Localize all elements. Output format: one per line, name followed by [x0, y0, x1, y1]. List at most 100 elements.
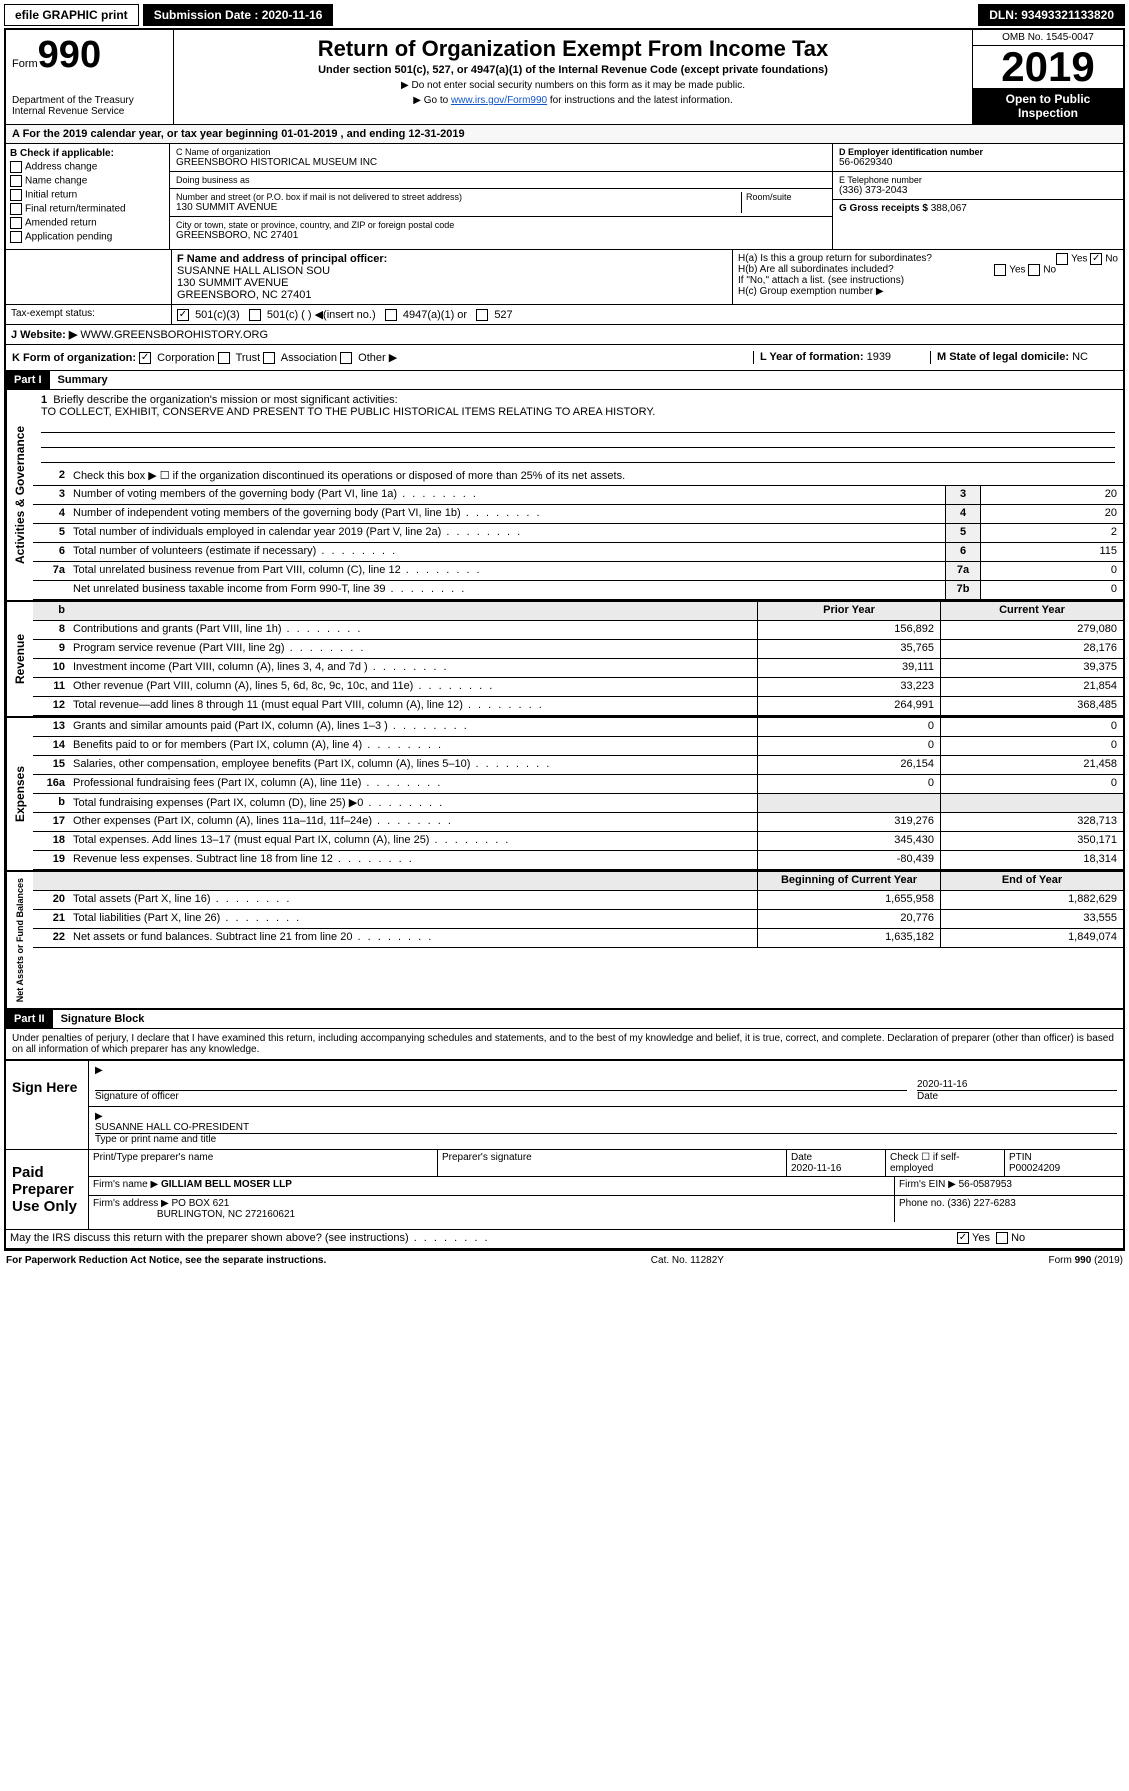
city-label: City or town, state or province, country…	[176, 220, 454, 230]
line-desc: Total expenses. Add lines 13–17 (must eq…	[69, 832, 757, 850]
prior-value: 264,991	[757, 697, 940, 715]
sign-here: Sign Here	[6, 1061, 89, 1149]
tax-status-label: Tax-exempt status:	[6, 305, 172, 324]
prior-value: 39,111	[757, 659, 940, 677]
gross-receipts: G Gross receipts $ 388,067	[839, 203, 967, 214]
current-value: 368,485	[940, 697, 1123, 715]
current-value: 350,171	[940, 832, 1123, 850]
footer-notice: For Paperwork Reduction Act Notice, see …	[6, 1255, 326, 1266]
line-value: 0	[980, 562, 1123, 580]
current-value: 39,375	[940, 659, 1123, 677]
line-desc: Net assets or fund balances. Subtract li…	[69, 929, 757, 947]
current-value: 28,176	[940, 640, 1123, 658]
h-note: If "No," attach a list. (see instruction…	[738, 275, 1118, 286]
side-revenue: Revenue	[6, 602, 33, 716]
checkbox-option[interactable]: Initial return	[10, 189, 165, 201]
pp-h4: Check ☐ if self-employed	[886, 1150, 1005, 1176]
street: 130 SUMMIT AVENUE	[176, 202, 741, 213]
prior-value: -80,439	[757, 851, 940, 869]
col-prior: Prior Year	[757, 602, 940, 620]
tax-period: A For the 2019 calendar year, or tax yea…	[6, 125, 1123, 144]
sig-officer-label: Signature of officer	[95, 1091, 179, 1102]
prior-value: 156,892	[757, 621, 940, 639]
officer-label: F Name and address of principal officer:	[177, 253, 727, 265]
sig-date: 2020-11-16	[917, 1079, 1117, 1090]
current-value: 33,555	[940, 910, 1123, 928]
checkbox-option[interactable]: Final return/terminated	[10, 203, 165, 215]
side-net: Net Assets or Fund Balances	[6, 872, 33, 1008]
department: Department of the Treasury Internal Reve…	[12, 95, 167, 117]
h-a: H(a) Is this a group return for subordin…	[738, 253, 1118, 264]
pp-h2: Preparer's signature	[438, 1150, 787, 1176]
instr-2: ▶ Go to www.irs.gov/Form990 for instruct…	[182, 95, 964, 106]
line-desc: Professional fundraising fees (Part IX, …	[69, 775, 757, 793]
website-label: J Website: ▶	[11, 329, 77, 341]
line-desc: Other expenses (Part IX, column (A), lin…	[69, 813, 757, 831]
q2: Check this box ▶ ☐ if the organization d…	[69, 467, 1123, 485]
date-label: Date	[917, 1090, 1117, 1102]
line-desc: Other revenue (Part VIII, column (A), li…	[69, 678, 757, 696]
line-desc: Total assets (Part X, line 16)	[69, 891, 757, 909]
checkbox-option[interactable]: Address change	[10, 161, 165, 173]
part-1-title: Summary	[50, 374, 108, 386]
form-number: Form990	[12, 34, 167, 77]
prior-value: 1,655,958	[757, 891, 940, 909]
page-title: Return of Organization Exempt From Incom…	[182, 36, 964, 62]
line-value: 20	[980, 486, 1123, 504]
officer-addr2: GREENSBORO, NC 27401	[177, 289, 727, 301]
prior-value: 26,154	[757, 756, 940, 774]
prior-value	[757, 794, 940, 812]
checkbox-option[interactable]: Name change	[10, 175, 165, 187]
current-value: 21,854	[940, 678, 1123, 696]
footer-cat: Cat. No. 11282Y	[651, 1255, 724, 1266]
h-c: H(c) Group exemption number ▶	[738, 286, 1118, 297]
col-begin: Beginning of Current Year	[757, 872, 940, 890]
mission-text: TO COLLECT, EXHIBIT, CONSERVE AND PRESEN…	[41, 406, 655, 418]
checkbox-option[interactable]: Amended return	[10, 217, 165, 229]
current-value	[940, 794, 1123, 812]
box-b-label: B Check if applicable:	[10, 148, 165, 159]
line-value: 0	[980, 581, 1123, 599]
year-formation: L Year of formation: 1939	[753, 351, 930, 364]
pp-h1: Print/Type preparer's name	[89, 1150, 438, 1176]
current-value: 0	[940, 718, 1123, 736]
prior-value: 345,430	[757, 832, 940, 850]
irs-link[interactable]: www.irs.gov/Form990	[451, 95, 547, 106]
line-desc: Total fundraising expenses (Part IX, col…	[69, 794, 757, 812]
q1: Briefly describe the organization's miss…	[53, 394, 397, 406]
line-desc: Total revenue—add lines 8 through 11 (mu…	[69, 697, 757, 715]
line-desc: Total unrelated business revenue from Pa…	[69, 562, 945, 580]
efile-button[interactable]: efile GRAPHIC print	[4, 4, 139, 26]
line-desc: Salaries, other compensation, employee b…	[69, 756, 757, 774]
checkbox-option[interactable]: Application pending	[10, 231, 165, 243]
officer-addr1: 130 SUMMIT AVENUE	[177, 277, 727, 289]
current-value: 328,713	[940, 813, 1123, 831]
instr-1: ▶ Do not enter social security numbers o…	[182, 80, 964, 91]
tax-status-opts: 501(c)(3) 501(c) ( ) ◀(insert no.) 4947(…	[172, 305, 1123, 324]
line-desc: Benefits paid to or for members (Part IX…	[69, 737, 757, 755]
tax-year: 2019	[973, 46, 1123, 88]
current-value: 0	[940, 775, 1123, 793]
discuss-q: May the IRS discuss this return with the…	[6, 1230, 951, 1248]
dln: DLN: 93493321133820	[978, 4, 1125, 26]
prior-value: 35,765	[757, 640, 940, 658]
state-domicile: M State of legal domicile: NC	[930, 351, 1117, 364]
line-desc: Number of voting members of the governin…	[69, 486, 945, 504]
submission-date: Submission Date : 2020-11-16	[143, 4, 334, 26]
declaration: Under penalties of perjury, I declare th…	[6, 1029, 1123, 1060]
line-desc: Investment income (Part VIII, column (A)…	[69, 659, 757, 677]
line-desc: Grants and similar amounts paid (Part IX…	[69, 718, 757, 736]
phone-label: E Telephone number	[839, 175, 922, 185]
part-2-header: Part II	[6, 1010, 53, 1028]
current-value: 0	[940, 737, 1123, 755]
prior-value: 1,635,182	[757, 929, 940, 947]
prior-value: 0	[757, 737, 940, 755]
form-org: K Form of organization: Corporation Trus…	[12, 351, 753, 364]
side-expenses: Expenses	[6, 718, 33, 870]
name-label: C Name of organization	[176, 147, 826, 157]
prior-value: 0	[757, 718, 940, 736]
line-desc: Total number of individuals employed in …	[69, 524, 945, 542]
line-desc: Contributions and grants (Part VIII, lin…	[69, 621, 757, 639]
line-value: 115	[980, 543, 1123, 561]
line-desc: Total liabilities (Part X, line 26)	[69, 910, 757, 928]
